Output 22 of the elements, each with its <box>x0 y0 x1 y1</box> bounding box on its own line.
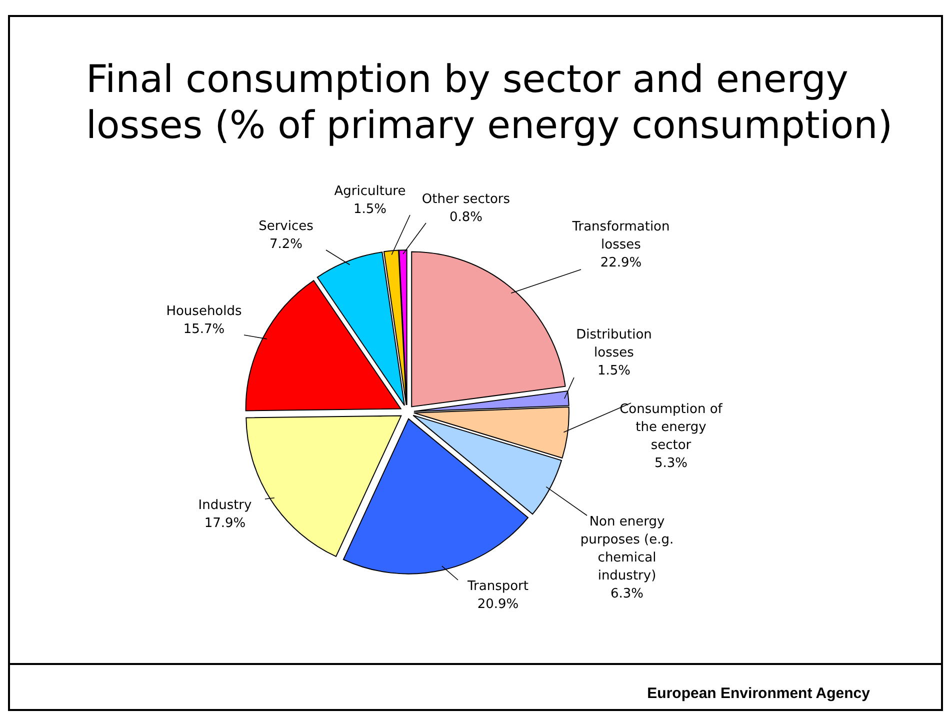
data-label: 1.5% <box>597 364 631 378</box>
slice-label: Transport <box>466 579 529 594</box>
data-label: 1.5% <box>353 202 387 217</box>
slice-label: Households <box>166 304 242 319</box>
slice-label: Consumption of the energy sector <box>620 402 723 453</box>
data-label: 6.3% <box>610 586 644 602</box>
data-label: 20.9% <box>477 597 519 612</box>
slice-label: Services <box>258 219 314 234</box>
data-label: 5.3% <box>654 456 688 471</box>
data-label: 7.2% <box>269 237 303 252</box>
data-label: 17.9% <box>204 516 246 531</box>
data-label: 22.9% <box>600 256 642 270</box>
chart-title: Final consumption by sector and energy losses (% of primary energy consumption) <box>86 57 893 147</box>
slice-label: Agriculture <box>334 184 406 199</box>
data-label: 0.8% <box>449 210 483 225</box>
slice-label: Transformation losses <box>571 220 670 252</box>
slice-label: Other sectors <box>422 192 510 207</box>
data-label: 15.7% <box>183 322 225 337</box>
slice-label: Industry <box>198 498 252 513</box>
slice-label: Distribution losses <box>576 328 652 360</box>
slice-label: Non energy purposes (e.g. chemical industry) <box>580 514 674 584</box>
text: European Environment Agency <box>647 685 871 702</box>
